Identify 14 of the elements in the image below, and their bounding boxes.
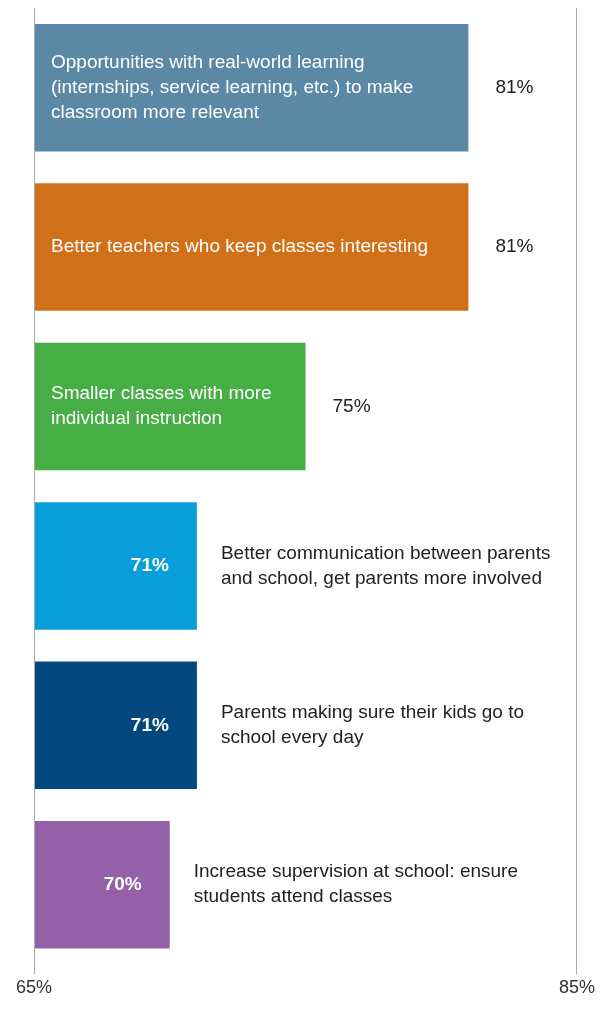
data-label: 81%: [495, 235, 534, 257]
data-label: 75%: [332, 394, 371, 416]
x-tick-label: 85%: [558, 977, 595, 998]
data-label: 71%: [130, 554, 169, 576]
y-tick-label: Smaller classes with more individual instruction: [51, 382, 272, 429]
data-label: 70%: [103, 872, 142, 894]
y-tick-label: Increase supervision at school: ensure students attend classes: [193, 860, 518, 907]
y-tick-label: Better teachers who keep classes interesting: [51, 235, 429, 257]
data-label: 81%: [495, 75, 534, 97]
data-label: 71%: [130, 713, 169, 735]
y-tick-label: Parents making sure their kids go to school every day: [220, 701, 524, 748]
y-tick-label: Opportunities with real-world learning (internships, service learning, etc.) to make classroom more relevant: [51, 50, 414, 122]
x-tick-label: 65%: [15, 977, 53, 998]
y-tick-label: Better communication between parents and school, get parents more involved: [220, 541, 551, 588]
